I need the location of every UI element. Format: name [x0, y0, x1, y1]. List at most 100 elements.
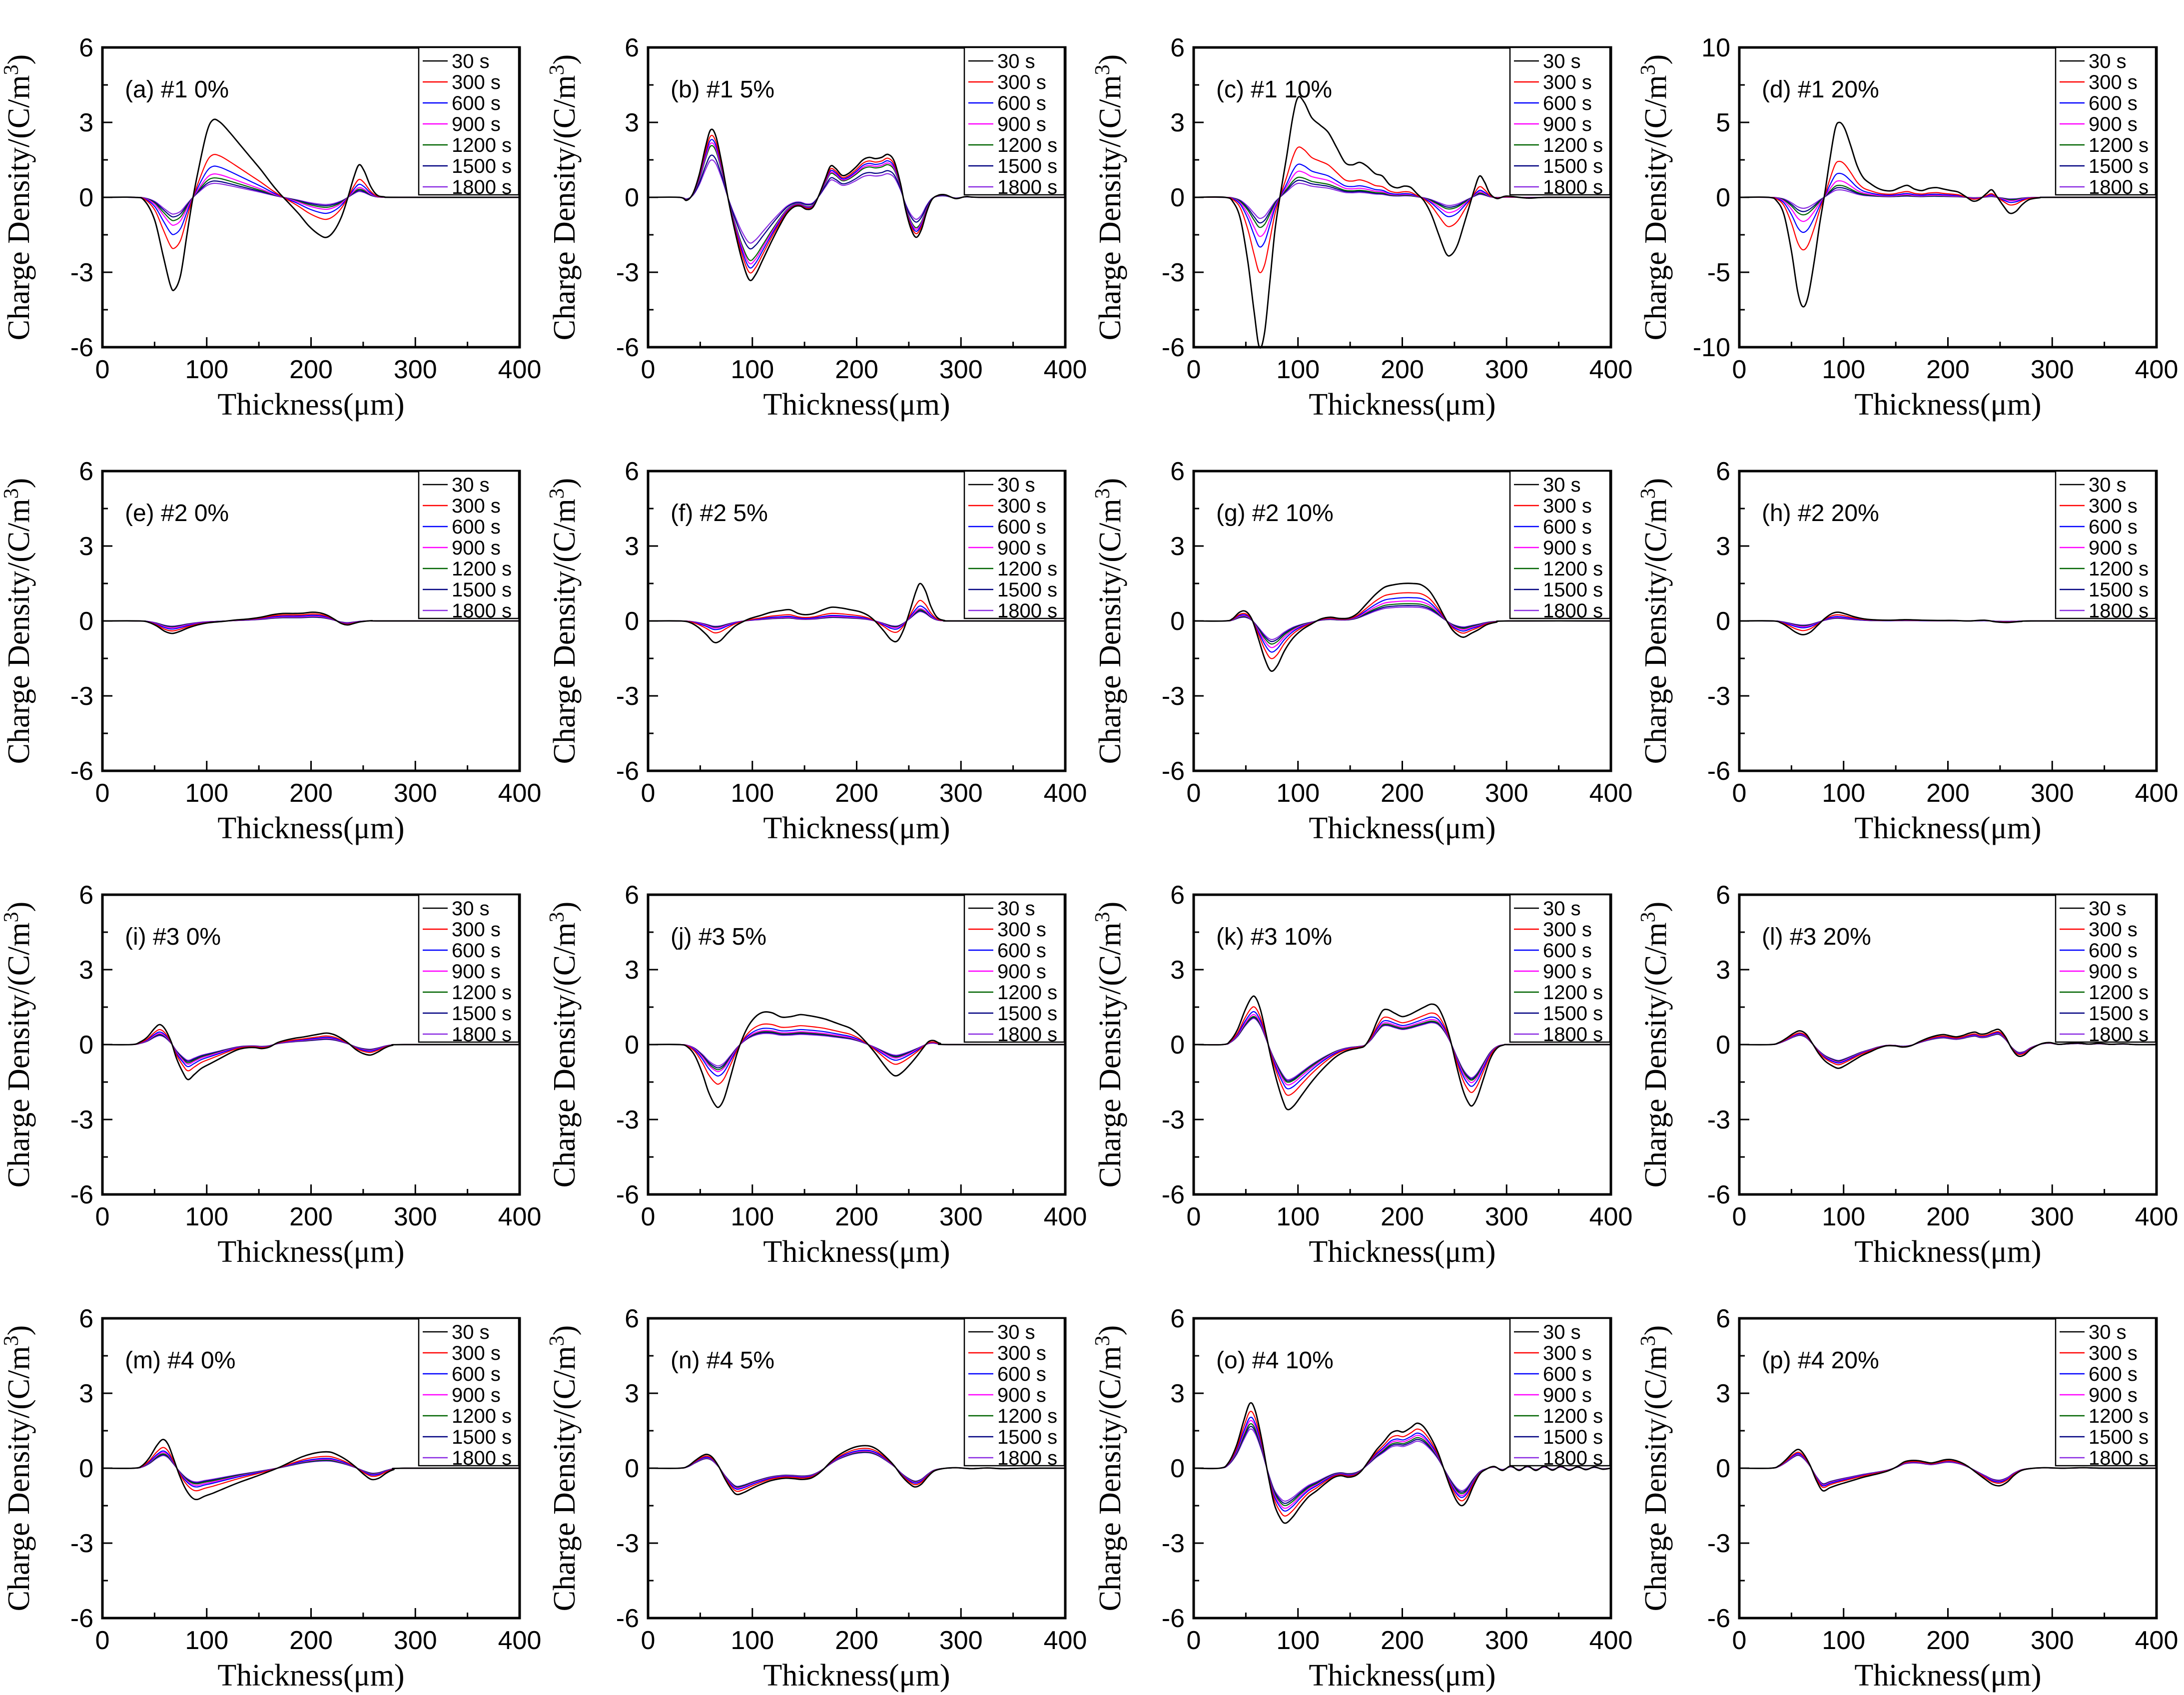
legend-item-label: 30 s	[1543, 898, 1581, 920]
x-tick-label: 100	[1276, 779, 1320, 808]
y-tick-label: 0	[79, 183, 93, 212]
y-tick-label: 3	[79, 108, 93, 137]
y-tick-label: -10	[1693, 333, 1730, 362]
y-tick-label: -6	[616, 1604, 639, 1633]
x-tick-label: 300	[939, 355, 983, 384]
legend-box	[1509, 46, 1611, 196]
legend-box	[1509, 894, 1611, 1043]
series-group	[102, 1024, 520, 1081]
y-tick-label: 0	[625, 1031, 639, 1060]
series-line-600s	[102, 1450, 520, 1488]
legend-item-label: 900 s	[997, 113, 1046, 135]
x-tick-label: 100	[1822, 1626, 1865, 1655]
x-tick-label: 100	[730, 779, 774, 808]
y-tick-label: 0	[625, 607, 639, 636]
x-tick-label: 300	[2031, 779, 2074, 808]
panel-label: (p) #4 20%	[1762, 1347, 1879, 1374]
legend-item-label: 1500 s	[997, 1003, 1057, 1025]
plot-canvas: 0 100 200 300 400 -6 -3 0 3 6 Thickness(μm) Charge …	[546, 424, 1091, 847]
series-line-900s	[102, 173, 520, 226]
y-axis-title: Charge Density/(C/m3)	[0, 54, 36, 341]
x-tick-label: 0	[1732, 355, 1747, 384]
y-axis-title: Charge Density/(C/m3)	[0, 902, 36, 1188]
x-tick-label: 100	[1822, 355, 1865, 384]
panel-label: (i) #3 0%	[125, 924, 221, 950]
x-axis-title: Thickness(μm)	[763, 811, 950, 845]
x-tick-label: 400	[1589, 355, 1633, 384]
panel-label: (f) #2 5%	[671, 500, 768, 527]
legend-item-label: 300 s	[1543, 495, 1592, 517]
series-line-1500s	[1193, 605, 1611, 642]
legend-item-label: 1200 s	[2089, 134, 2149, 156]
y-tick-label: -6	[616, 757, 639, 786]
legend-box	[1509, 470, 1611, 619]
series-line-300s	[1193, 592, 1611, 659]
x-tick-label: 400	[498, 1202, 542, 1231]
y-tick-label: 6	[1170, 881, 1185, 910]
legend-box	[2055, 46, 2157, 196]
x-tick-label: 300	[939, 779, 983, 808]
legend-item-label: 1200 s	[2089, 982, 2149, 1004]
legend-box	[963, 894, 1065, 1043]
series-group	[102, 611, 520, 634]
x-tick-label: 100	[185, 1626, 228, 1655]
x-tick-label: 300	[394, 1202, 437, 1231]
series-group	[102, 1439, 520, 1501]
x-tick-label: 300	[1485, 355, 1528, 384]
panel-label: (b) #1 5%	[671, 76, 774, 103]
subplot-n: 0 100 200 300 400 -6 -3 0 3 6 Thickness(μm) Charge …	[546, 1271, 1091, 1695]
x-tick-label: 200	[1381, 1202, 1424, 1231]
series-line-30s	[1739, 1029, 2157, 1069]
legend-item-label: 1800 s	[997, 176, 1057, 198]
legend-item-label: 600 s	[2089, 92, 2138, 114]
y-tick-label: -5	[1707, 258, 1730, 287]
y-axis-title: Charge Density/(C/m3)	[1637, 902, 1673, 1188]
y-tick-label: 10	[1701, 33, 1730, 62]
y-tick-label: 6	[625, 1304, 639, 1333]
y-tick-label: 3	[625, 108, 639, 137]
y-tick-label: -3	[616, 1529, 639, 1558]
y-tick-label: 6	[625, 33, 639, 62]
y-axis-title: Charge Density/(C/m3)	[1091, 478, 1127, 764]
legend-item-label: 1500 s	[1543, 579, 1603, 601]
legend-item-label: 30 s	[997, 1321, 1035, 1343]
x-axis-title: Thickness(μm)	[1854, 1659, 2041, 1693]
x-tick-label: 200	[835, 1626, 878, 1655]
legend-item-label: 1500 s	[2089, 1426, 2149, 1448]
legend-item-label: 1500 s	[452, 1003, 512, 1025]
subplot-e: 0 100 200 300 400 -6 -3 0 3 6 Thickness(μm) Charge …	[0, 424, 546, 847]
legend-box	[963, 1317, 1065, 1467]
legend-item-label: 300 s	[452, 495, 501, 517]
legend-item-label: 600 s	[2089, 940, 2138, 962]
x-tick-label: 400	[1044, 1626, 1087, 1655]
legend-item-label: 30 s	[452, 50, 490, 72]
y-tick-label: 3	[79, 532, 93, 561]
x-tick-label: 400	[2135, 779, 2179, 808]
legend-item-label: 1500 s	[452, 155, 512, 177]
series-line-30s	[102, 118, 520, 291]
series-group	[1739, 1448, 2157, 1492]
series-line-300s	[648, 599, 1066, 633]
legend-item-label: 1200 s	[997, 982, 1057, 1004]
legend-item-label: 600 s	[997, 940, 1046, 962]
x-axis-title: Thickness(μm)	[217, 1659, 404, 1693]
legend-item-label: 30 s	[1543, 1321, 1581, 1343]
legend-item-label: 1500 s	[2089, 579, 2149, 601]
subplot-h: 0 100 200 300 400 -6 -3 0 3 6 Thickness(μm) Charge …	[1637, 424, 2183, 847]
x-tick-label: 400	[1589, 1626, 1633, 1655]
y-tick-label: 6	[79, 457, 93, 486]
y-tick-label: 6	[625, 881, 639, 910]
legend-item-label: 900 s	[2089, 537, 2138, 559]
y-tick-label: -3	[1707, 682, 1730, 711]
legend-item-label: 1200 s	[1543, 982, 1603, 1004]
y-axis-title: Charge Density/(C/m3)	[1637, 478, 1673, 764]
legend-item-label: 1200 s	[997, 134, 1057, 156]
x-tick-label: 200	[1926, 1202, 1970, 1231]
y-tick-label: -3	[70, 682, 93, 711]
panel-label: (g) #2 10%	[1216, 500, 1334, 527]
legend-item-label: 1200 s	[452, 982, 512, 1004]
legend-item-label: 1800 s	[2089, 600, 2149, 622]
legend-item-label: 300 s	[2089, 919, 2138, 941]
